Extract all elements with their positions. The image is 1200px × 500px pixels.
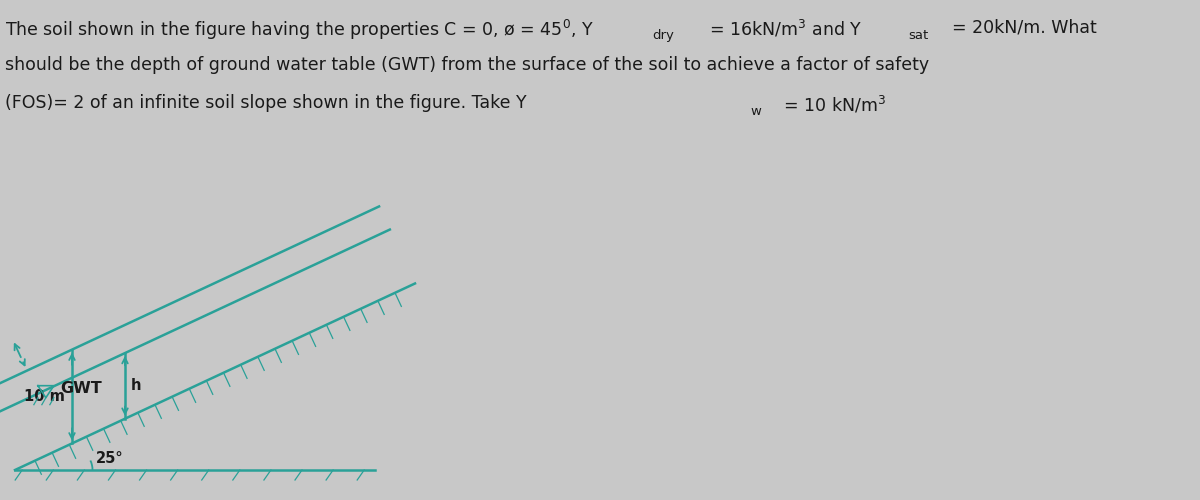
Text: The soil shown in the figure having the properties C = 0, ø = 45$^{0}$, Y: The soil shown in the figure having the … <box>5 18 594 42</box>
Text: GWT: GWT <box>60 381 102 396</box>
Text: should be the depth of ground water table (GWT) from the surface of the soil to : should be the depth of ground water tabl… <box>5 56 929 74</box>
Text: (FOS)= 2 of an infinite soil slope shown in the figure. Take Y: (FOS)= 2 of an infinite soil slope shown… <box>5 94 527 112</box>
Text: = 20kN/m. What: = 20kN/m. What <box>952 18 1097 36</box>
Text: dry: dry <box>652 29 674 42</box>
Text: h: h <box>131 378 142 394</box>
Text: sat: sat <box>908 29 929 42</box>
Text: = 16kN/m$^{3}$ and Y: = 16kN/m$^{3}$ and Y <box>704 18 863 39</box>
Text: = 10 kN/m$^{3}$: = 10 kN/m$^{3}$ <box>778 94 886 115</box>
Text: w: w <box>750 105 761 118</box>
Text: 10 m: 10 m <box>24 389 65 404</box>
Text: 25°: 25° <box>96 451 124 466</box>
